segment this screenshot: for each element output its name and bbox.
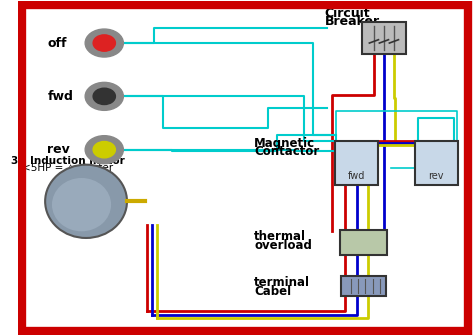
Text: rev: rev [429, 178, 447, 188]
Text: fwd: fwd [47, 90, 73, 103]
FancyBboxPatch shape [415, 141, 458, 185]
Circle shape [93, 35, 115, 51]
FancyBboxPatch shape [339, 230, 387, 255]
Text: <5HP = △ starter: <5HP = △ starter [22, 163, 113, 173]
Text: rev: rev [47, 143, 70, 156]
Circle shape [85, 82, 123, 110]
Circle shape [85, 29, 123, 57]
FancyBboxPatch shape [341, 276, 386, 296]
Text: terminal: terminal [255, 277, 310, 289]
Text: fwd: fwd [352, 178, 372, 188]
Circle shape [93, 88, 115, 104]
Text: thermal: thermal [255, 230, 306, 243]
Circle shape [85, 136, 123, 164]
Text: fwd: fwd [348, 171, 365, 181]
Text: rev: rev [428, 171, 444, 181]
Text: overload: overload [255, 239, 312, 252]
Ellipse shape [45, 165, 127, 238]
Text: Circuit: Circuit [325, 6, 371, 19]
FancyBboxPatch shape [362, 22, 406, 54]
Text: off: off [47, 37, 67, 49]
Text: Magnetic: Magnetic [255, 136, 316, 150]
Ellipse shape [52, 178, 111, 231]
Text: Cabel: Cabel [255, 286, 292, 298]
Text: Contactor: Contactor [255, 145, 319, 158]
Text: 3φ Induction motor: 3φ Induction motor [11, 156, 125, 166]
Text: Breaker: Breaker [325, 15, 380, 28]
FancyBboxPatch shape [335, 141, 378, 185]
Circle shape [93, 141, 115, 158]
